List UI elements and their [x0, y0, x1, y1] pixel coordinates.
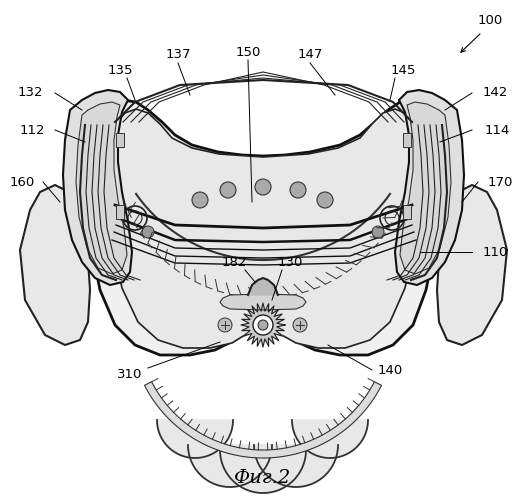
Text: 135: 135: [108, 64, 133, 76]
Text: 137: 137: [165, 48, 191, 62]
Polygon shape: [157, 420, 233, 458]
Circle shape: [290, 182, 306, 198]
Bar: [403, 205, 411, 219]
Text: 145: 145: [391, 64, 416, 76]
Polygon shape: [88, 100, 438, 355]
Polygon shape: [220, 450, 306, 493]
Text: 160: 160: [9, 176, 35, 188]
Text: 310: 310: [118, 368, 143, 382]
Text: 147: 147: [297, 48, 323, 62]
Polygon shape: [248, 278, 278, 295]
Circle shape: [253, 315, 273, 335]
Polygon shape: [220, 294, 306, 310]
Bar: [403, 133, 411, 147]
Polygon shape: [188, 445, 272, 487]
Text: 140: 140: [377, 364, 403, 376]
Text: 170: 170: [487, 176, 513, 188]
Text: 112: 112: [19, 124, 45, 136]
Text: 130: 130: [277, 256, 302, 268]
Text: 110: 110: [482, 246, 508, 258]
Circle shape: [258, 320, 268, 330]
Polygon shape: [254, 445, 338, 487]
Bar: [116, 205, 124, 219]
Polygon shape: [400, 102, 451, 274]
Polygon shape: [437, 185, 507, 345]
Polygon shape: [292, 420, 368, 458]
Polygon shape: [109, 109, 418, 348]
Text: Фиг.2: Фиг.2: [235, 469, 291, 487]
Circle shape: [372, 226, 384, 238]
Bar: [116, 133, 124, 147]
Circle shape: [255, 179, 271, 195]
Circle shape: [192, 192, 208, 208]
Circle shape: [293, 318, 307, 332]
Polygon shape: [63, 90, 132, 285]
Text: 142: 142: [482, 86, 508, 100]
Circle shape: [220, 182, 236, 198]
Polygon shape: [76, 102, 127, 274]
Polygon shape: [395, 90, 464, 285]
Circle shape: [218, 318, 232, 332]
Circle shape: [317, 192, 333, 208]
Text: 132: 132: [17, 86, 43, 100]
Polygon shape: [144, 382, 382, 458]
Circle shape: [142, 226, 154, 238]
Text: 100: 100: [477, 14, 503, 26]
Polygon shape: [20, 185, 90, 345]
Text: 182: 182: [221, 256, 247, 268]
Text: 114: 114: [484, 124, 510, 136]
Polygon shape: [241, 303, 285, 347]
Text: 150: 150: [236, 46, 261, 59]
